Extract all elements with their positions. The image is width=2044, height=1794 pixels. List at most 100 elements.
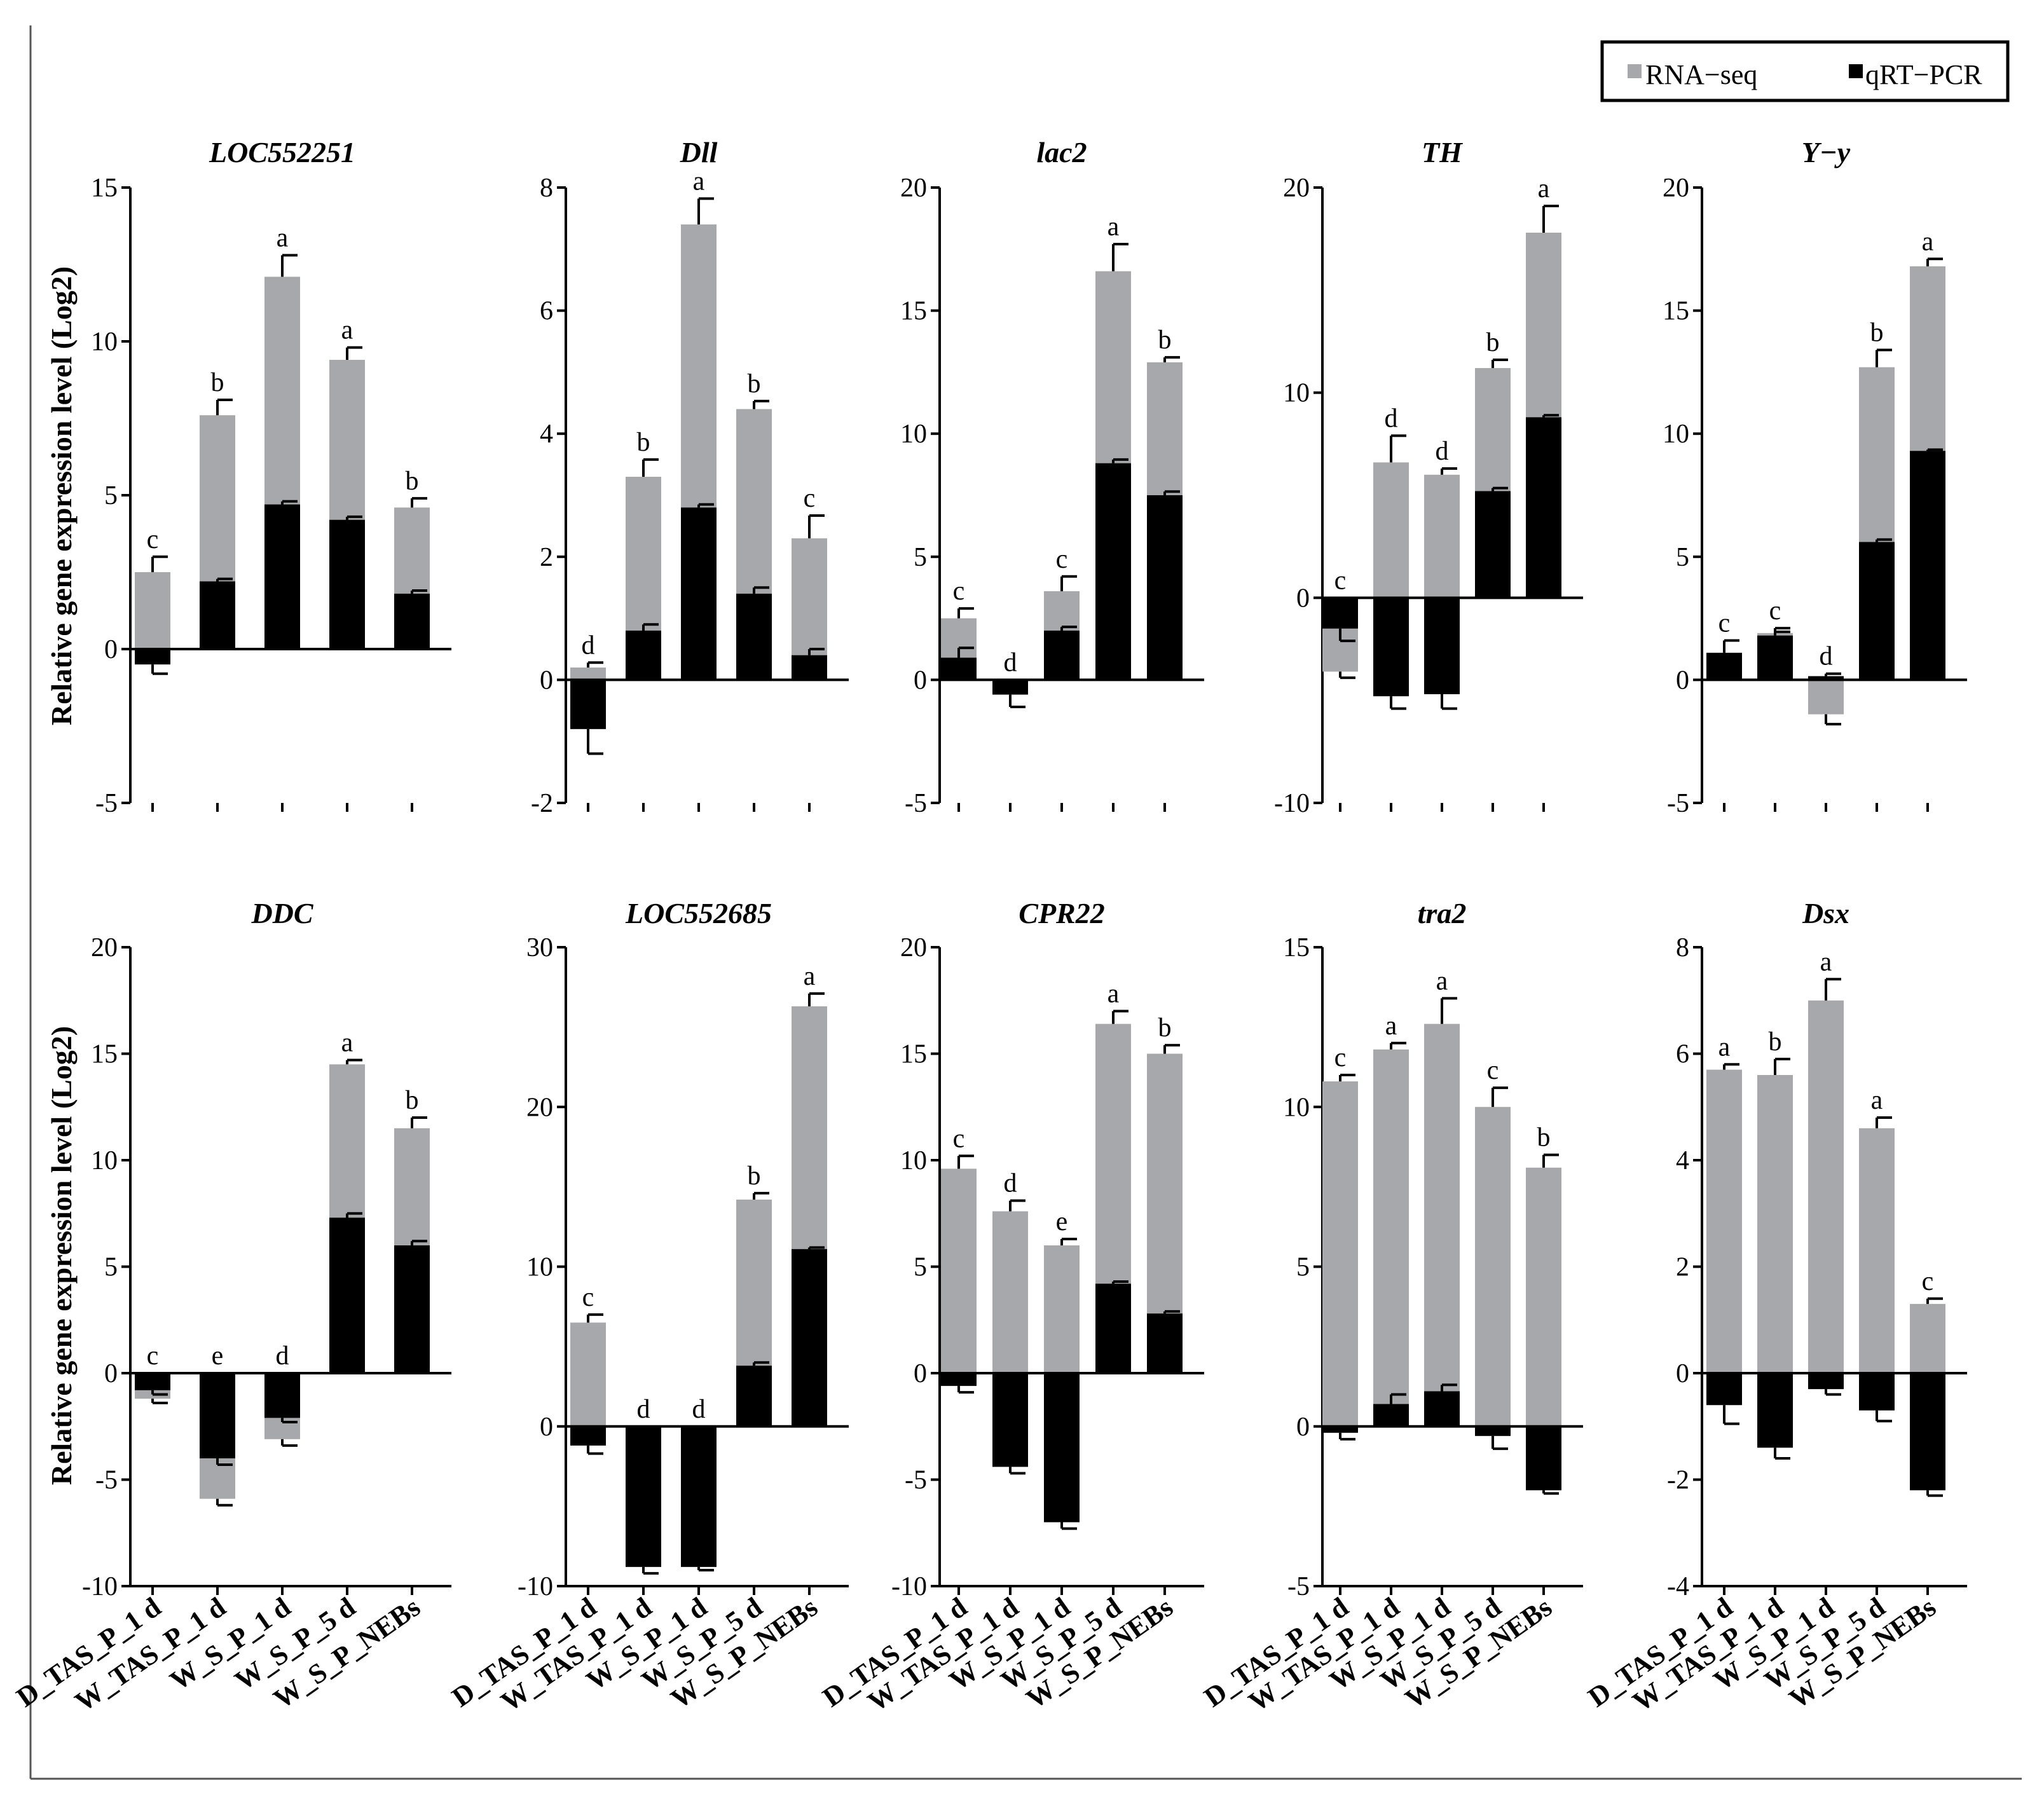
bar-qpcr-lac2 [992, 680, 1028, 695]
bar-qpcr-dsx [1859, 1373, 1895, 1411]
significance-letter-loc552685: a [804, 962, 816, 991]
panel-loc552251: LOC552251 -5 0 5 10 15 c b a a b [91, 136, 451, 818]
bar-qpcr-loc552685 [792, 1249, 827, 1427]
bar-qpcr-dll [792, 655, 827, 680]
bar-rna-dsx [1808, 1000, 1844, 1373]
y-tick-label-dll: 0 [540, 666, 553, 695]
panel-title-ddc: DDC [250, 897, 313, 929]
bar-qpcr-cpr22 [992, 1373, 1028, 1467]
significance-letter-dsx: a [1820, 947, 1832, 976]
y-tick-label-cpr22: 15 [900, 1040, 927, 1069]
y-tick-label-tra2: -5 [1287, 1572, 1310, 1601]
bar-qpcr-th [1322, 598, 1358, 629]
bar-rna-loc552685 [570, 1322, 606, 1427]
panel-lac2: lac2 -5 0 5 10 15 20 c d c a b [900, 136, 1204, 818]
legend-rna-label: RNA−seq [1645, 59, 1757, 90]
y-tick-label-dll: 2 [540, 543, 553, 572]
significance-letter-dll: d [582, 631, 595, 660]
y-tick-label-dsx: 2 [1676, 1253, 1689, 1282]
significance-letter-lac2: c [953, 577, 965, 606]
legend-box [1600, 40, 2010, 102]
bar-rna-dsx [1757, 1075, 1793, 1373]
y-tick-label-ddc: -5 [95, 1466, 118, 1495]
significance-letter-ddc: e [212, 1341, 224, 1371]
panel-dll: Dll -2 0 2 4 6 8 d b a b c [531, 136, 849, 818]
significance-letter-y-y: c [1718, 608, 1731, 638]
bar-rna-dll [570, 668, 606, 680]
bar-qpcr-th [1475, 491, 1511, 598]
panel-title-dsx: Dsx [1802, 897, 1849, 929]
bar-rna-cpr22 [992, 1211, 1028, 1373]
bar-qpcr-lac2 [1044, 630, 1080, 680]
significance-letter-loc552685: c [582, 1283, 594, 1312]
bar-qpcr-y-y [1757, 635, 1793, 680]
significance-letter-cpr22: e [1056, 1207, 1068, 1236]
bar-qpcr-loc552685 [626, 1426, 661, 1567]
bar-qpcr-dll [681, 507, 717, 680]
ylabel-bottom: Relative gene expression level (Log2) [45, 1026, 78, 1485]
ylabel-top: Relative gene expression level (Log2) [45, 266, 78, 725]
significance-letter-dll: a [693, 167, 705, 196]
y-tick-label-tra2: 5 [1296, 1253, 1310, 1282]
significance-letter-th: b [1486, 328, 1500, 357]
bar-qpcr-tra2 [1322, 1426, 1358, 1433]
significance-letter-tra2: c [1334, 1043, 1347, 1072]
bar-qpcr-lac2 [1147, 495, 1183, 680]
bar-rna-dsx [1859, 1128, 1895, 1373]
bar-qpcr-th [1373, 598, 1409, 697]
bar-qpcr-th [1526, 417, 1561, 598]
y-tick-label-dsx: 6 [1676, 1040, 1689, 1069]
bar-qpcr-ddc [264, 1373, 300, 1418]
y-tick-label-loc552251: 15 [91, 174, 118, 203]
significance-letter-tra2: c [1487, 1056, 1499, 1085]
significance-letter-dll: c [804, 484, 816, 513]
significance-letter-cpr22: c [953, 1124, 965, 1153]
significance-letter-y-y: a [1922, 227, 1934, 256]
y-tick-label-ddc: 0 [104, 1359, 118, 1388]
significance-letter-tra2: b [1537, 1123, 1551, 1153]
bar-qpcr-loc552251 [200, 581, 235, 649]
y-tick-label-ddc: 20 [91, 933, 118, 962]
significance-letter-dll: b [637, 428, 650, 457]
y-tick-label-dsx: 0 [1676, 1359, 1689, 1388]
bar-qpcr-dsx [1706, 1373, 1742, 1406]
bar-qpcr-lac2 [941, 657, 977, 680]
bar-rna-tra2 [1322, 1081, 1358, 1427]
significance-letter-cpr22: d [1004, 1169, 1017, 1198]
y-tick-label-cpr22: -5 [905, 1466, 927, 1495]
bar-qpcr-dll [626, 630, 661, 680]
panel-th: TH -10 0 10 20 c d d b a [1274, 136, 1583, 818]
y-tick-label-dsx: 8 [1676, 933, 1689, 962]
significance-letter-loc552685: b [748, 1161, 761, 1191]
y-tick-label-loc552685: -10 [518, 1572, 553, 1601]
bar-qpcr-lac2 [1095, 463, 1131, 680]
y-tick-label-lac2: 0 [914, 666, 927, 695]
bar-rna-tra2 [1475, 1107, 1511, 1427]
panel-y-y: Y−y -5 0 5 10 15 20 c c d b a [1663, 136, 1967, 818]
y-tick-label-loc552251: -5 [95, 789, 118, 818]
significance-letter-cpr22: a [1108, 980, 1120, 1009]
panel-title-loc552251: LOC552251 [209, 136, 355, 168]
y-tick-label-dsx: -2 [1667, 1466, 1689, 1495]
bar-qpcr-ddc [200, 1373, 235, 1458]
y-tick-label-dsx: -4 [1667, 1572, 1689, 1601]
significance-letter-dsx: c [1922, 1267, 1934, 1296]
bar-qpcr-dsx [1808, 1373, 1844, 1390]
y-tick-label-cpr22: 5 [914, 1253, 927, 1282]
significance-letter-ddc: b [406, 1086, 419, 1115]
bar-rna-tra2 [1373, 1049, 1409, 1427]
significance-letter-loc552251: b [406, 467, 419, 496]
bar-qpcr-dll [570, 680, 606, 729]
bar-qpcr-y-y [1859, 542, 1895, 680]
y-tick-label-y-y: -5 [1667, 789, 1689, 818]
panel-title-th: TH [1422, 136, 1463, 168]
significance-letter-dsx: a [1871, 1086, 1883, 1115]
bar-qpcr-dsx [1910, 1373, 1945, 1491]
significance-letter-cpr22: b [1158, 1013, 1172, 1043]
bar-qpcr-loc552685 [736, 1366, 772, 1427]
significance-letter-y-y: c [1769, 596, 1781, 626]
y-tick-label-dll: 6 [540, 297, 553, 326]
